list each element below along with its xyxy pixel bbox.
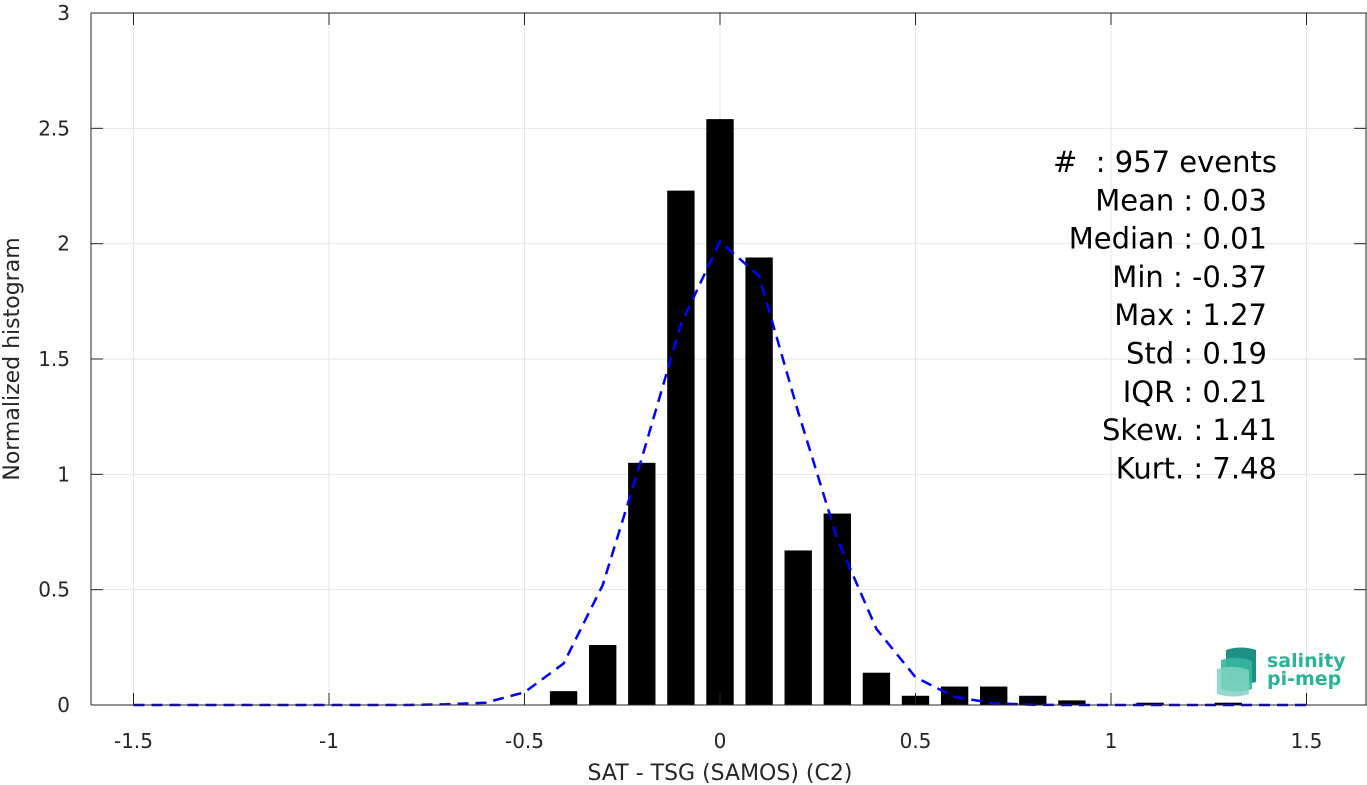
bar-13 (1058, 700, 1086, 705)
x-tick-label: -1 (319, 729, 339, 753)
logo-text-salinity: salinity (1267, 650, 1346, 672)
axes (90, 12, 1367, 706)
y-axis-label: Normalized histogram (0, 237, 25, 480)
stat-line: Median : 0.01 (1069, 222, 1267, 256)
bar-2 (628, 462, 656, 705)
x-tick-label: 0.5 (900, 729, 932, 753)
x-tick-label: 0 (714, 729, 727, 753)
stat-line: Skew. : 1.41 (1102, 413, 1277, 447)
bar-15 (1136, 702, 1164, 705)
bar-0 (549, 691, 578, 705)
x-axis-label: SAT - TSG (SAMOS) (C2) (588, 761, 853, 785)
wave-icon (1217, 647, 1256, 697)
stat-line: Std : 0.19 (1126, 337, 1267, 371)
stat-line: Min : -0.37 (1112, 260, 1267, 294)
bar-8 (862, 672, 891, 705)
y-tick-label: 0.5 (38, 578, 70, 602)
y-tick-label: 1.5 (38, 347, 70, 371)
y-tick-label: 3 (57, 1, 70, 25)
bar-11 (980, 686, 1008, 705)
bar-6 (784, 550, 812, 705)
x-tick-label: -1.5 (114, 729, 153, 753)
salinity-pi-mep-logo: salinity pi-mep (1217, 647, 1346, 697)
stat-line: Mean : 0.03 (1095, 183, 1267, 217)
y-tick-label: 2.5 (38, 116, 70, 140)
stat-line: # : 957 events (1053, 145, 1277, 179)
fit-curve (133, 239, 1307, 707)
y-tick-label: 0 (57, 693, 70, 717)
x-tick-label: 1 (1105, 729, 1118, 753)
bar-4 (706, 119, 734, 705)
y-tick-label: 1 (57, 462, 70, 486)
x-tick-label: 1.5 (1291, 729, 1323, 753)
histogram-bars (549, 119, 1242, 705)
bar-12 (1019, 695, 1047, 705)
y-tick-labels: 0 0.5 1 1.5 2 2.5 3 (38, 1, 70, 717)
bar-3 (667, 190, 695, 705)
bar-1 (589, 645, 617, 705)
stat-line: IQR : 0.21 (1123, 375, 1267, 409)
x-tick-label: -0.5 (505, 729, 544, 753)
bar-5 (745, 257, 773, 705)
stat-line: Kurt. : 7.48 (1116, 451, 1277, 485)
stat-line: Max : 1.27 (1114, 298, 1267, 332)
x-tick-labels: -1.5 -1 -0.5 0 0.5 1 1.5 (114, 729, 1322, 753)
stats-annotation: # : 957 events Mean : 0.03 Median : 0.01 Mi… (1053, 145, 1277, 485)
bar-7 (823, 513, 851, 705)
logo-text-pi-mep: pi-mep (1267, 668, 1341, 690)
y-tick-label: 2 (57, 232, 70, 256)
